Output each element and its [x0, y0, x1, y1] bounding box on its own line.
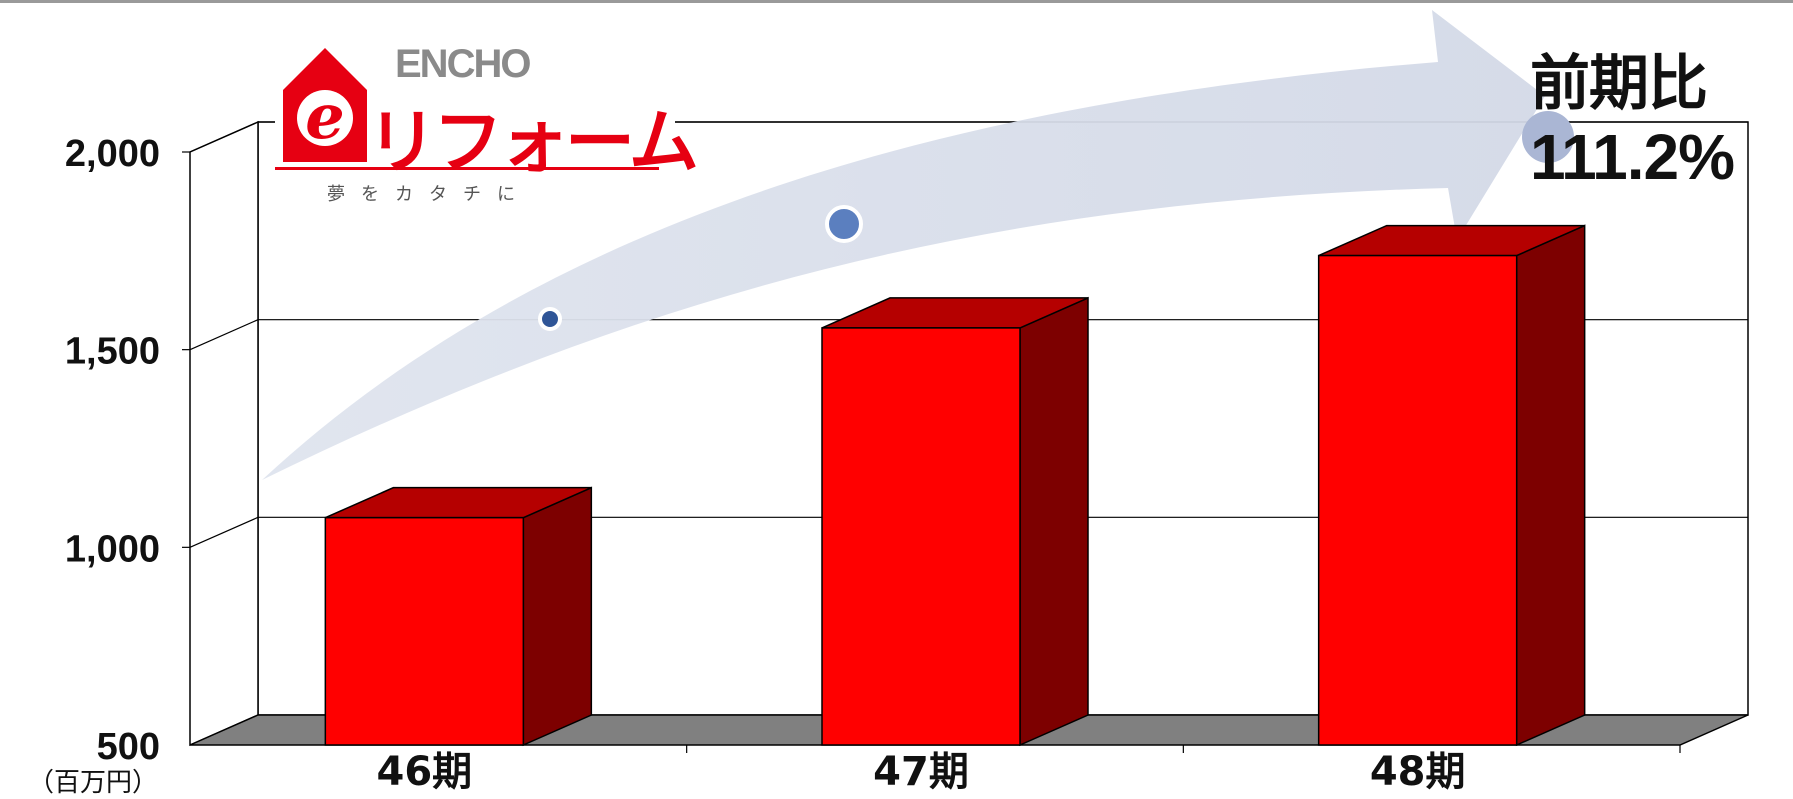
logo-underline: [275, 167, 659, 170]
top-border: [0, 0, 1793, 3]
bar-front: [1317, 254, 1518, 746]
gridline-side: [189, 319, 259, 351]
growth-dot: [1522, 111, 1574, 163]
growth-arrow: [262, 10, 1545, 480]
y-unit-label: （百万円）: [28, 768, 158, 798]
side-wall: [189, 120, 259, 747]
gridline-side: [189, 121, 259, 153]
growth-ratio-value: 111.2%: [1530, 121, 1735, 193]
bar: [1317, 224, 1586, 747]
gridline-side: [189, 516, 259, 548]
y-tick-label: 2,000: [65, 133, 160, 175]
logo-tagline: 夢をカタチに: [327, 184, 531, 205]
house-logo-icon: e: [283, 48, 367, 162]
logo-brand-jp: リフォーム: [367, 101, 699, 183]
y-tick-label: 1,000: [65, 528, 160, 570]
y-tick-label: 500: [97, 726, 160, 768]
growth-dot: [538, 307, 562, 331]
y-tick-label: 1,500: [65, 331, 160, 373]
logo-brand-en: ENCHO: [395, 42, 531, 86]
logo-e-letter: e: [305, 80, 344, 153]
bar: [324, 486, 593, 747]
growth-dot: [825, 205, 863, 243]
bar-front: [821, 327, 1021, 746]
x-tick-label: 47期: [873, 749, 969, 795]
growth-ratio-label: 前期比: [1530, 49, 1708, 119]
growth-ratio-callout: 前期比 111.2%: [1530, 48, 1735, 194]
bar-side: [1019, 296, 1089, 747]
company-logo: e ENCHO リフォーム 夢をカタチに: [275, 40, 699, 220]
x-tick-label: 46期: [376, 749, 472, 795]
bar: [821, 296, 1089, 747]
bar-side: [522, 486, 593, 747]
x-tick-label: 48期: [1370, 749, 1466, 795]
bar-front: [324, 516, 525, 746]
bar-side: [1515, 224, 1586, 747]
